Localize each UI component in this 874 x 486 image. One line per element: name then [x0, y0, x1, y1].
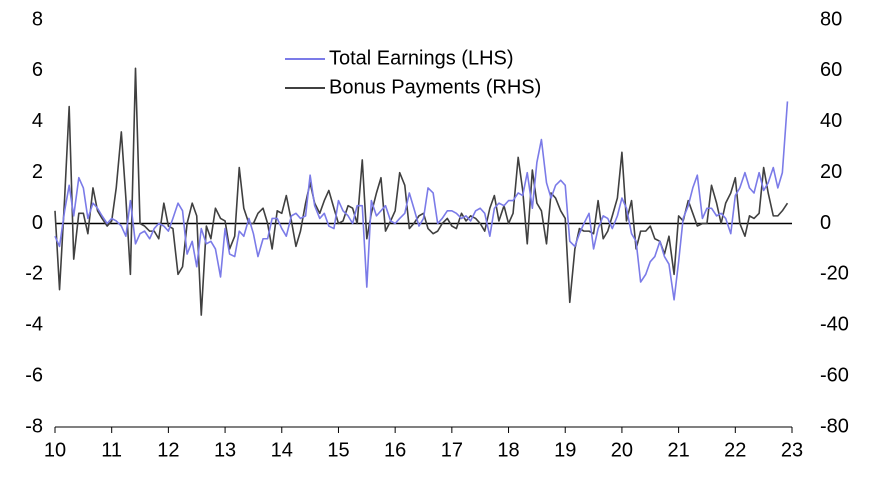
- x-tick-label: 20: [611, 439, 633, 461]
- x-tick-label: 19: [554, 439, 576, 461]
- y-tick-label: 6: [32, 59, 43, 81]
- x-tick-label: 21: [667, 439, 689, 461]
- y-tick-label: -8: [25, 415, 43, 437]
- y2-tick-label: -40: [820, 314, 849, 336]
- y2-tick-label: 60: [820, 59, 842, 81]
- legend-label: Total Earnings (LHS): [329, 47, 514, 69]
- y-tick-label: 2: [32, 161, 43, 183]
- y2-tick-label: 80: [820, 8, 842, 30]
- y-tick-label: -2: [25, 263, 43, 285]
- x-tick-label: 22: [724, 439, 746, 461]
- y2-tick-label: -80: [820, 415, 849, 437]
- series-line: [54, 67, 789, 316]
- y2-tick-label: -60: [820, 364, 849, 386]
- y-tick-label: 4: [32, 110, 43, 132]
- x-tick-label: 11: [101, 439, 122, 461]
- y2-tick-label: 0: [820, 212, 831, 234]
- y-tick-label: -6: [25, 364, 43, 386]
- x-tick-label: 10: [44, 439, 66, 461]
- y-tick-label: -4: [25, 314, 43, 336]
- y-tick-label: 0: [32, 212, 43, 234]
- x-tick-label: 13: [214, 439, 236, 461]
- x-tick-label: 12: [157, 439, 179, 461]
- legend-label: Bonus Payments (RHS): [329, 76, 541, 98]
- x-tick-label: 14: [271, 439, 293, 461]
- y2-tick-label: 40: [820, 110, 842, 132]
- y2-tick-label: 20: [820, 161, 842, 183]
- x-tick-label: 15: [327, 439, 349, 461]
- y-tick-label: 8: [32, 8, 43, 30]
- y2-tick-label: -20: [820, 263, 849, 285]
- series-line: [54, 101, 789, 301]
- x-tick-label: 18: [497, 439, 519, 461]
- x-tick-label: 17: [441, 439, 463, 461]
- x-tick-label: 23: [781, 439, 803, 461]
- x-tick-label: 16: [384, 439, 406, 461]
